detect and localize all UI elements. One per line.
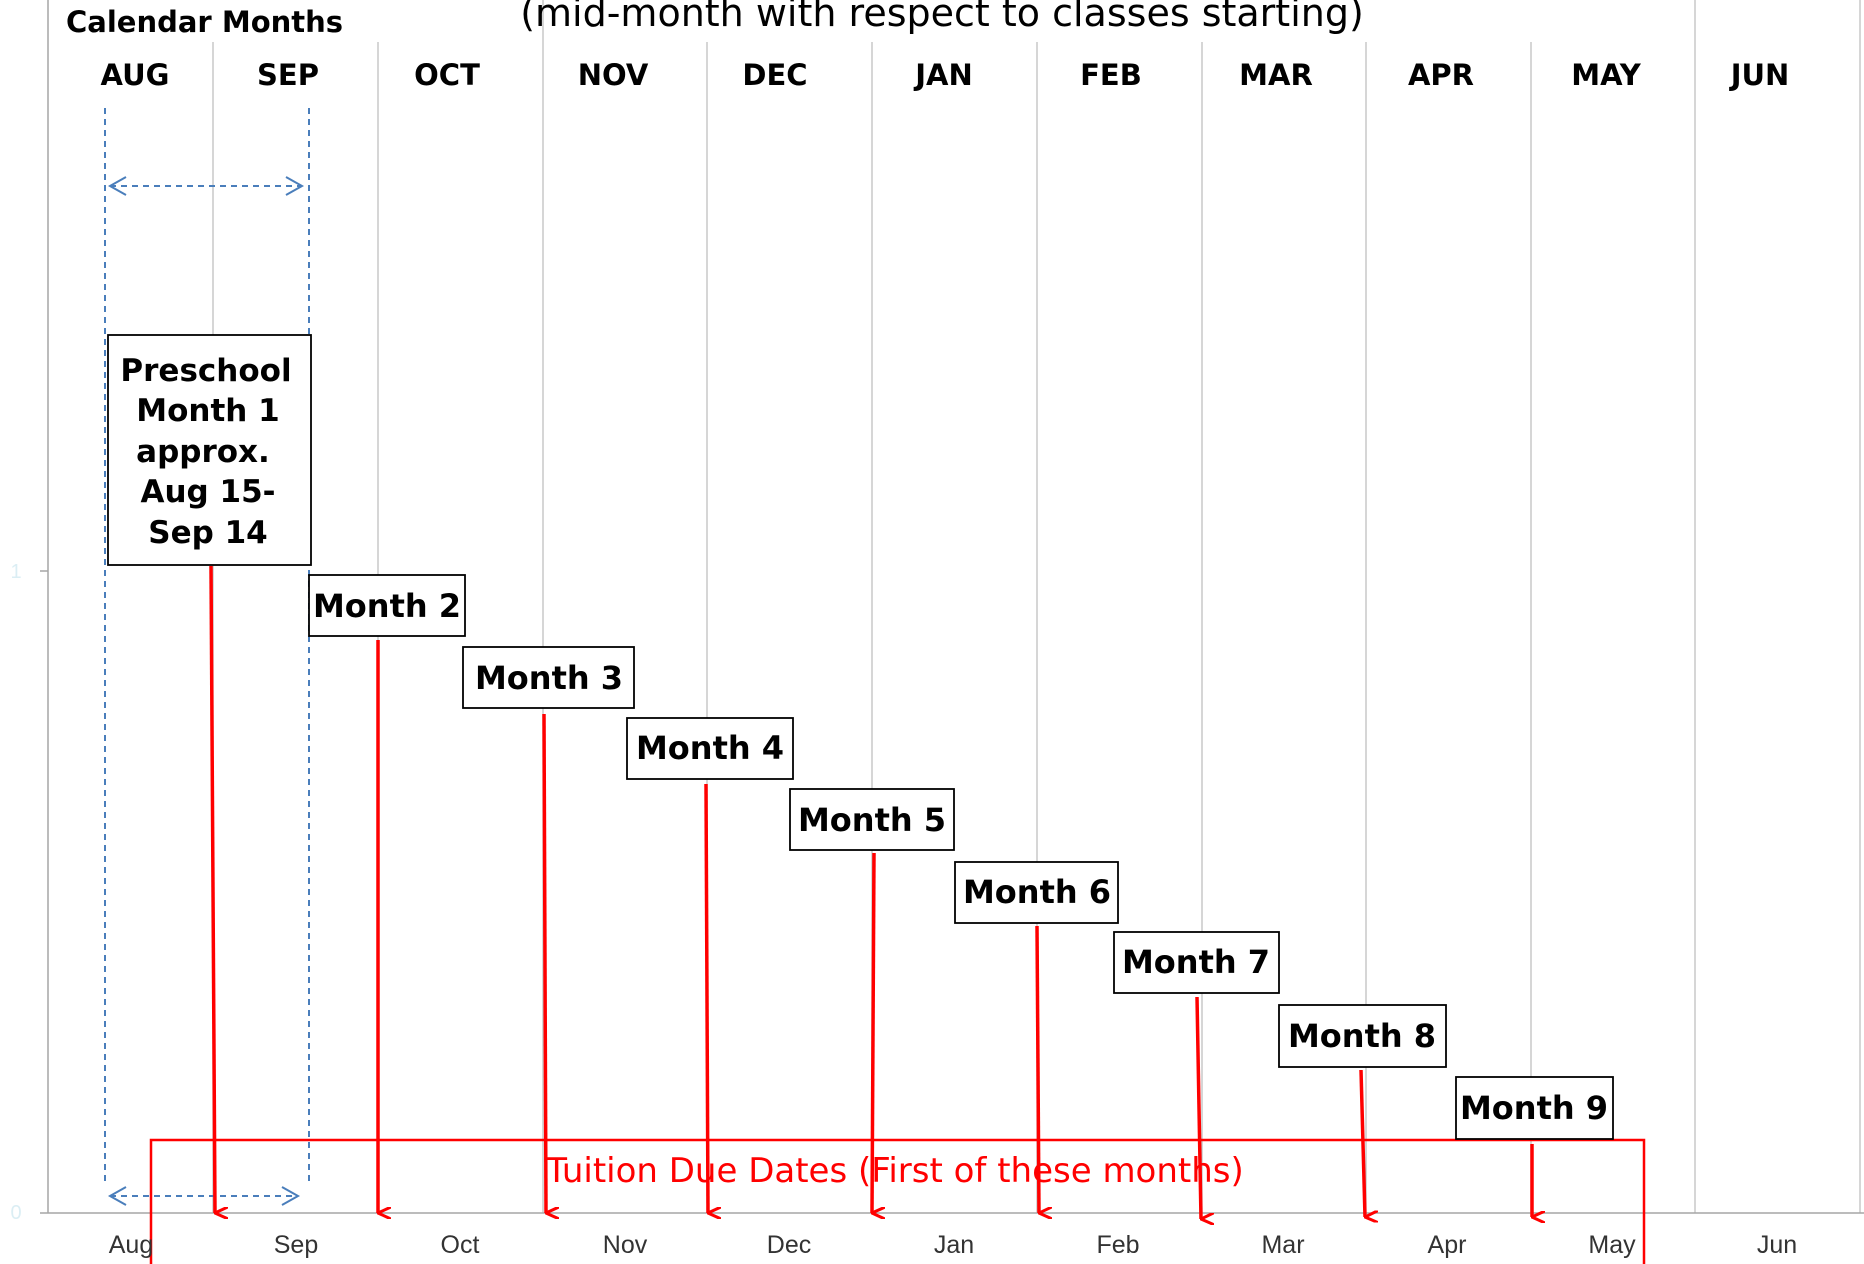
arrow-month-8 — [1359, 1069, 1365, 1217]
calendar-month-nov: NOV — [578, 58, 649, 92]
arrow-month-5 — [870, 852, 874, 1213]
month-2-box: Month 2 — [308, 574, 466, 637]
calendar-month-apr: APR — [1408, 58, 1474, 92]
month-3-label: Month 3 — [475, 659, 623, 697]
calendar-month-jan: JAN — [913, 58, 973, 92]
title-partial: (mid-month with respect to classes start… — [520, 0, 1364, 35]
arrow-month-4 — [704, 783, 708, 1213]
arrow-month-7 — [1195, 996, 1201, 1219]
month-3-box: Month 3 — [462, 646, 635, 709]
month-5-label: Month 5 — [798, 801, 946, 839]
month-4-label: Month 4 — [636, 729, 784, 767]
month-5-box: Month 5 — [789, 788, 955, 851]
preschool-line-1: Preschool — [120, 353, 291, 389]
calendar-month-oct: OCT — [414, 58, 480, 92]
month-label-boxes: Month 2 Month 3 Month 4 Month 5 Month 6 … — [308, 574, 1614, 1140]
preschool-line-3: approx. — [136, 434, 270, 470]
calendar-month-sep: SEP — [257, 58, 319, 92]
x-tick-may: May — [1588, 1231, 1636, 1259]
x-tick-sep: Sep — [274, 1231, 318, 1259]
month-9-box: Month 9 — [1455, 1076, 1614, 1140]
calendar-month-feb: FEB — [1080, 58, 1142, 92]
calendar-month-mar: MAR — [1239, 58, 1313, 92]
month-1-span-bracket — [104, 108, 310, 1206]
tuition-due-dates-label: Tuition Due Dates (First of these months… — [545, 1151, 1244, 1191]
month-9-label: Month 9 — [1460, 1089, 1608, 1127]
x-tick-oct: Oct — [441, 1231, 480, 1259]
y-tick-1: 1 — [10, 561, 21, 583]
x-tick-dec: Dec — [767, 1231, 811, 1259]
x-tick-aug: Aug — [109, 1231, 153, 1259]
x-tick-nov: Nov — [603, 1231, 648, 1259]
calendar-month-jun: JUN — [1729, 58, 1790, 92]
x-tick-mar: Mar — [1261, 1231, 1304, 1259]
preschool-line-2: Month 1 — [136, 393, 279, 429]
x-tick-jun: Jun — [1757, 1231, 1797, 1259]
arrow-month-3 — [542, 713, 546, 1213]
x-axis-tick-labels: Aug Sep Oct Nov Dec Jan Feb Mar Apr May … — [109, 1231, 1797, 1259]
month-6-box: Month 6 — [954, 861, 1119, 924]
calendar-month-aug: AUG — [101, 58, 170, 92]
month-4-box: Month 4 — [626, 717, 794, 780]
calendar-month-may: MAY — [1571, 58, 1642, 92]
month-2-label: Month 2 — [313, 587, 461, 625]
preschool-line-4: Aug 15- — [140, 474, 275, 510]
arrow-month-6 — [1035, 925, 1039, 1213]
month-8-box: Month 8 — [1278, 1004, 1447, 1068]
tuition-due-dates-box — [149, 1138, 1646, 1264]
due-date-arrows — [209, 565, 1532, 1219]
calendar-month-headers: AUG SEP OCT NOV DEC JAN FEB MAR APR MAY … — [101, 58, 1790, 92]
month-7-label: Month 7 — [1122, 943, 1270, 981]
x-tick-jan: Jan — [934, 1231, 974, 1259]
month-gridlines — [47, 0, 1861, 1213]
y-tick-0: 0 — [10, 1202, 21, 1224]
month-6-label: Month 6 — [963, 873, 1111, 911]
preschool-line-5: Sep 14 — [148, 515, 267, 551]
x-tick-apr: Apr — [1428, 1231, 1467, 1259]
x-tick-feb: Feb — [1096, 1231, 1139, 1259]
month-8-label: Month 8 — [1288, 1017, 1436, 1055]
calendar-months-label: Calendar Months — [66, 5, 343, 39]
calendar-month-dec: DEC — [742, 58, 807, 92]
arrow-month-1 — [209, 565, 215, 1213]
month-7-box: Month 7 — [1113, 931, 1280, 994]
preschool-month-1-box: Preschool Month 1 approx. Aug 15- Sep 14 — [107, 334, 312, 566]
